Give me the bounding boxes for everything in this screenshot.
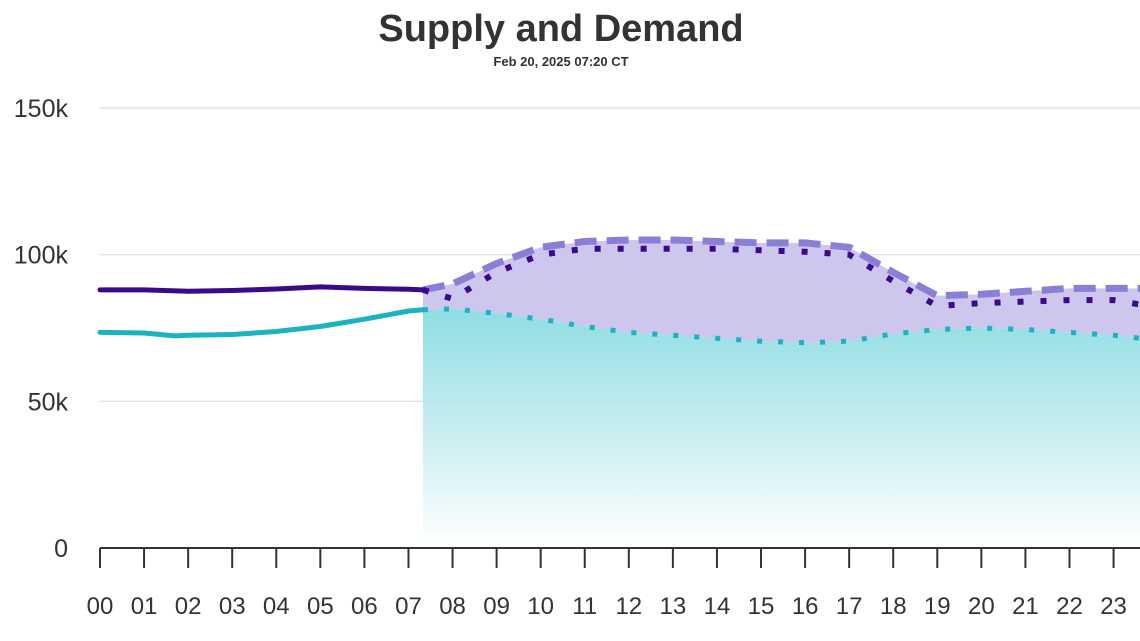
y-tick-label-0: 0 xyxy=(54,535,68,563)
y-tick-label-50k: 50k xyxy=(28,388,69,416)
y-tick-label-100k: 100k xyxy=(14,242,69,270)
chart-subtitle: Feb 20, 2025 07:20 CT xyxy=(493,54,629,69)
x-tick-label-10: 10 xyxy=(527,593,554,620)
series-line-demand-actual xyxy=(97,284,426,294)
series-line-supply-capacity-forecast xyxy=(422,236,1140,300)
x-tick-label-16: 16 xyxy=(792,593,819,620)
x-tick-label-22: 22 xyxy=(1056,593,1083,620)
x-tick-label-13: 13 xyxy=(660,593,687,620)
chart-title: Supply and Demand xyxy=(378,8,744,50)
forecast-band-area xyxy=(423,240,1140,343)
x-tick-label-05: 05 xyxy=(307,593,334,620)
y-tick-label-150k: 150k xyxy=(14,95,69,123)
series-line-demand-forecast xyxy=(422,245,1140,309)
supply-forecast-area xyxy=(423,308,1140,548)
x-tick-label-04: 04 xyxy=(263,593,290,620)
x-axis xyxy=(99,547,1140,568)
x-tick-label-17: 17 xyxy=(836,593,863,620)
x-tick-label-06: 06 xyxy=(351,593,378,620)
x-tick-label-12: 12 xyxy=(615,593,642,620)
x-tick-label-23: 23 xyxy=(1100,593,1127,620)
x-tick-label-01: 01 xyxy=(131,593,158,620)
x-tick-label-11: 11 xyxy=(572,593,597,620)
x-tick-label-07: 07 xyxy=(395,593,422,620)
x-tick-label-14: 14 xyxy=(704,593,731,620)
x-tick-label-19: 19 xyxy=(924,593,951,620)
x-tick-label-03: 03 xyxy=(219,593,246,620)
x-tick-label-00: 00 xyxy=(87,593,114,620)
x-tick-label-18: 18 xyxy=(880,593,907,620)
x-tick-label-21: 21 xyxy=(1012,593,1039,620)
x-tick-label-02: 02 xyxy=(175,593,202,620)
x-tick-label-15: 15 xyxy=(748,593,775,620)
series-line-supply-actual xyxy=(97,307,426,339)
series-lines xyxy=(97,236,1140,346)
series-line-supply-forecast xyxy=(422,306,1140,346)
x-tick-label-08: 08 xyxy=(439,593,466,620)
x-tick-label-20: 20 xyxy=(968,593,995,620)
x-tick-label-09: 09 xyxy=(483,593,510,620)
forecast-areas xyxy=(423,240,1140,548)
tick-labels: 0 50k 100k 150k 00 01 02 03 04 05 06 07 08 09 10 11 12 13… xyxy=(14,95,1127,620)
